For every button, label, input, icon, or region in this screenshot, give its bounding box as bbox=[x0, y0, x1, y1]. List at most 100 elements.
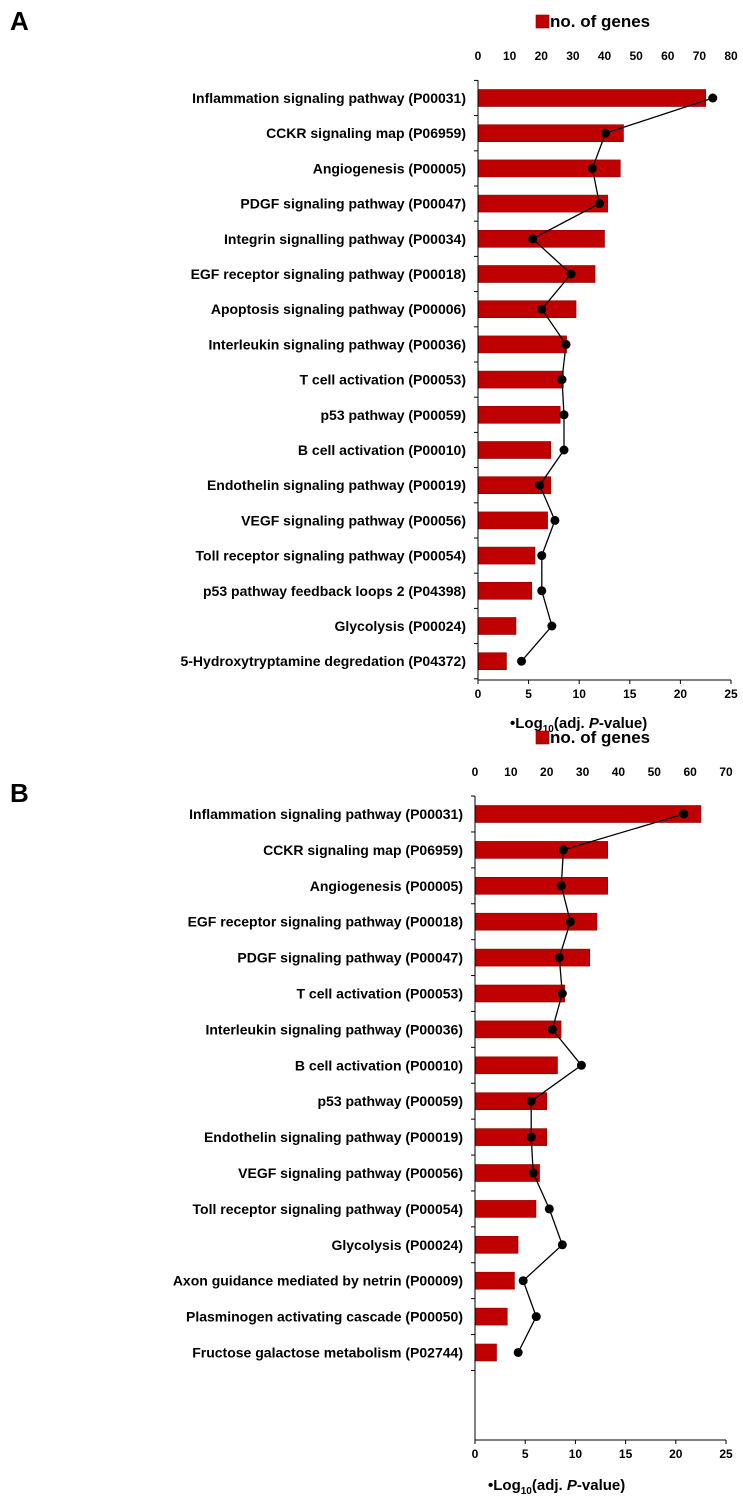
category-label: CCKR signaling map (P06959) bbox=[263, 842, 463, 858]
pvalue-marker-16 bbox=[547, 621, 557, 631]
bottom-axis-tick-label: 10 bbox=[569, 1447, 583, 1461]
pvalue-marker-3 bbox=[556, 881, 566, 891]
top-axis-tick-label: 30 bbox=[576, 765, 590, 779]
category-label: B cell activation (P00010) bbox=[295, 1057, 463, 1073]
pvalue-marker-2 bbox=[601, 128, 611, 138]
bar-genes-2 bbox=[474, 841, 608, 859]
category-label: Glycolysis (P00024) bbox=[334, 618, 466, 634]
category-label: EGF receptor signaling pathway (P00018) bbox=[191, 266, 466, 282]
pvalue-marker-8 bbox=[561, 339, 571, 349]
bottom-axis-tick-label: 20 bbox=[669, 1447, 683, 1461]
bar-genes-11 bbox=[477, 441, 552, 459]
bar-genes-10 bbox=[477, 405, 561, 424]
bar-genes-7 bbox=[477, 300, 577, 319]
pvalue-marker-6 bbox=[557, 989, 567, 998]
pvalue-marker-2 bbox=[558, 845, 568, 855]
pvalue-marker-8 bbox=[576, 1060, 586, 1070]
pvalue-marker-12 bbox=[544, 1204, 554, 1214]
category-label: Angiogenesis (P00005) bbox=[310, 878, 463, 894]
bar-genes-12 bbox=[474, 1200, 537, 1218]
legend-swatch-bar bbox=[535, 14, 550, 29]
category-label: EGF receptor signaling pathway (P00018) bbox=[188, 914, 463, 930]
category-label: Interleukin signaling pathway (P00036) bbox=[205, 1021, 463, 1037]
axis-title-part: P bbox=[567, 1477, 578, 1494]
top-axis-tick-label: 10 bbox=[503, 49, 517, 63]
axis-title-part: •Log bbox=[488, 1477, 521, 1494]
pvalue-marker-5 bbox=[528, 234, 538, 244]
bar-genes-4 bbox=[474, 912, 598, 931]
top-axis-tick-label: 30 bbox=[566, 49, 580, 63]
bar-genes-15 bbox=[474, 1307, 508, 1326]
pvalue-marker-7 bbox=[537, 304, 547, 314]
pvalue-line bbox=[517, 813, 684, 1353]
bar-genes-5 bbox=[477, 230, 605, 248]
top-axis-tick-label: 50 bbox=[648, 765, 662, 779]
category-label: Inflammation signaling pathway (P00031) bbox=[189, 806, 463, 822]
bar-genes-13 bbox=[477, 511, 548, 530]
bottom-axis-tick-label: 10 bbox=[573, 687, 587, 701]
bar-genes-6 bbox=[477, 265, 596, 283]
pvalue-marker-12 bbox=[535, 480, 545, 490]
pvalue-marker-9 bbox=[557, 375, 567, 385]
category-label: B cell activation (P00010) bbox=[298, 442, 466, 458]
category-label: p53 pathway (P00059) bbox=[317, 1093, 463, 1109]
category-label: PDGF signaling pathway (P00047) bbox=[240, 196, 466, 212]
bar-genes-14 bbox=[477, 546, 536, 565]
bar-genes-16 bbox=[474, 1343, 497, 1362]
bar-genes-9 bbox=[477, 370, 564, 389]
top-axis-tick-label: 70 bbox=[719, 765, 733, 779]
pvalue-marker-14 bbox=[518, 1276, 528, 1286]
category-label: Axon guidance mediated by netrin (P00009… bbox=[173, 1273, 463, 1289]
bottom-axis-title: •Log10(adj. P-value) bbox=[488, 1477, 625, 1497]
category-label: Endothelin signaling pathway (P00019) bbox=[207, 477, 466, 493]
top-axis-tick-label: 0 bbox=[475, 49, 482, 63]
bottom-axis-tick-label: 20 bbox=[674, 687, 688, 701]
pvalue-marker-16 bbox=[513, 1348, 523, 1357]
top-axis-tick-label: 80 bbox=[724, 49, 738, 63]
top-axis-tick-label: 60 bbox=[661, 49, 675, 63]
bar-genes-8 bbox=[474, 1056, 558, 1075]
category-label: T cell activation (P00053) bbox=[296, 986, 463, 1002]
bottom-axis-tick-label: 15 bbox=[623, 687, 637, 701]
bottom-axis-title: •Log10(adj. P-value) bbox=[510, 715, 647, 735]
pvalue-marker-17 bbox=[517, 656, 527, 666]
top-axis-tick-label: 0 bbox=[472, 765, 479, 779]
axis-title-part: 10 bbox=[543, 724, 555, 735]
axis-title-part: (adj. bbox=[532, 1477, 567, 1494]
category-label: T cell activation (P00053) bbox=[299, 372, 466, 388]
bar-genes-6 bbox=[474, 984, 565, 1003]
category-label: Apoptosis signaling pathway (P00006) bbox=[211, 301, 466, 317]
pvalue-marker-15 bbox=[531, 1312, 541, 1322]
pvalue-marker-13 bbox=[550, 515, 560, 525]
legend-swatch-bar bbox=[535, 730, 550, 745]
axis-title-part: P bbox=[589, 715, 600, 732]
category-label: Glycolysis (P00024) bbox=[331, 1237, 463, 1253]
top-axis-tick-label: 20 bbox=[535, 49, 549, 63]
bar-genes-8 bbox=[477, 335, 567, 354]
panel-b-letter: B bbox=[10, 778, 29, 808]
category-label: Fructose galactose metabolism (P02744) bbox=[192, 1345, 463, 1361]
bottom-axis-tick-label: 15 bbox=[619, 1447, 633, 1461]
top-axis-tick-label: 20 bbox=[540, 765, 554, 779]
pvalue-marker-1 bbox=[679, 809, 689, 819]
bar-genes-13 bbox=[474, 1235, 519, 1254]
bar-genes-5 bbox=[474, 948, 591, 967]
axis-title-part: 10 bbox=[521, 1486, 533, 1497]
pvalue-marker-11 bbox=[528, 1168, 538, 1178]
bar-genes-16 bbox=[477, 617, 517, 635]
bottom-axis-tick-label: 0 bbox=[472, 1447, 479, 1461]
pvalue-marker-3 bbox=[587, 163, 597, 173]
bar-genes-17 bbox=[477, 652, 507, 671]
bottom-axis-tick-label: 25 bbox=[724, 687, 738, 701]
pvalue-marker-6 bbox=[566, 269, 576, 279]
pvalue-marker-10 bbox=[559, 410, 569, 420]
bar-genes-3 bbox=[474, 877, 608, 895]
category-label: Toll receptor signaling pathway (P00054) bbox=[196, 548, 466, 564]
category-label: p53 pathway feedback loops 2 (P04398) bbox=[203, 583, 466, 599]
pvalue-marker-4 bbox=[594, 199, 604, 209]
axis-title-part: -value) bbox=[577, 1477, 625, 1494]
category-label: Toll receptor signaling pathway (P00054) bbox=[193, 1201, 463, 1217]
category-label: VEGF signaling pathway (P00056) bbox=[238, 1165, 463, 1181]
